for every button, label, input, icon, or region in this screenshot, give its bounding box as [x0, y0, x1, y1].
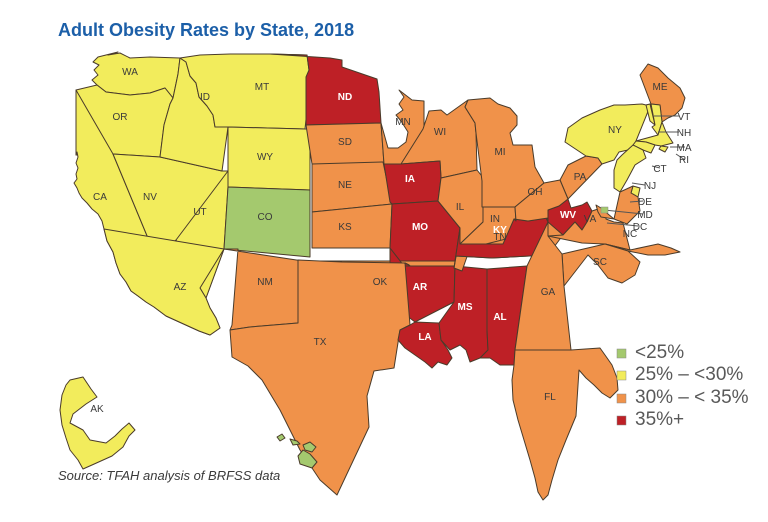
svg-text:ID: ID	[200, 92, 210, 103]
svg-text:MS: MS	[458, 302, 473, 313]
svg-text:CT: CT	[653, 164, 666, 175]
svg-text:30% – < 35%: 30% – < 35%	[635, 387, 749, 408]
svg-text:AR: AR	[413, 282, 428, 293]
svg-text:PA: PA	[574, 172, 587, 183]
svg-text:MA: MA	[677, 143, 692, 154]
svg-text:IA: IA	[405, 174, 415, 185]
svg-text:NJ: NJ	[644, 181, 656, 192]
svg-text:AK: AK	[90, 404, 104, 415]
svg-text:<25%: <25%	[635, 342, 684, 363]
svg-text:WA: WA	[122, 67, 138, 78]
svg-text:NH: NH	[677, 128, 691, 139]
svg-text:MN: MN	[395, 117, 411, 128]
svg-text:ME: ME	[653, 82, 668, 93]
svg-text:35%+: 35%+	[635, 409, 684, 430]
svg-text:CO: CO	[258, 212, 273, 223]
svg-text:GA: GA	[541, 287, 556, 298]
svg-text:MI: MI	[494, 147, 505, 158]
svg-text:SC: SC	[593, 257, 607, 268]
svg-text:IL: IL	[456, 202, 465, 213]
svg-text:RI: RI	[679, 155, 689, 166]
svg-text:WY: WY	[257, 152, 273, 163]
svg-text:KS: KS	[338, 222, 352, 233]
svg-text:IN: IN	[490, 214, 500, 225]
svg-text:MT: MT	[255, 82, 269, 93]
svg-text:LA: LA	[418, 332, 431, 343]
svg-text:WI: WI	[434, 127, 446, 138]
svg-text:CA: CA	[93, 192, 107, 203]
svg-text:25% – <30%: 25% – <30%	[635, 364, 743, 385]
svg-text:AL: AL	[493, 312, 506, 323]
svg-text:DE: DE	[638, 197, 652, 208]
svg-text:NY: NY	[608, 125, 622, 136]
svg-text:SD: SD	[338, 137, 352, 148]
svg-text:UT: UT	[193, 207, 206, 218]
svg-text:MO: MO	[412, 222, 428, 233]
svg-text:NM: NM	[257, 277, 273, 288]
svg-text:DC: DC	[633, 222, 647, 233]
svg-text:MD: MD	[637, 210, 653, 221]
svg-text:OH: OH	[528, 187, 543, 198]
svg-text:NE: NE	[338, 180, 352, 191]
svg-text:OR: OR	[113, 112, 128, 123]
svg-text:KY: KY	[493, 225, 507, 236]
svg-text:NV: NV	[143, 192, 157, 203]
svg-text:WV: WV	[560, 210, 576, 221]
svg-text:VT: VT	[678, 112, 691, 123]
svg-text:FL: FL	[544, 392, 556, 403]
svg-text:ND: ND	[338, 92, 352, 103]
svg-text:OK: OK	[373, 277, 388, 288]
svg-text:AZ: AZ	[174, 282, 187, 293]
svg-text:TX: TX	[314, 337, 327, 348]
svg-text:VA: VA	[584, 214, 597, 225]
